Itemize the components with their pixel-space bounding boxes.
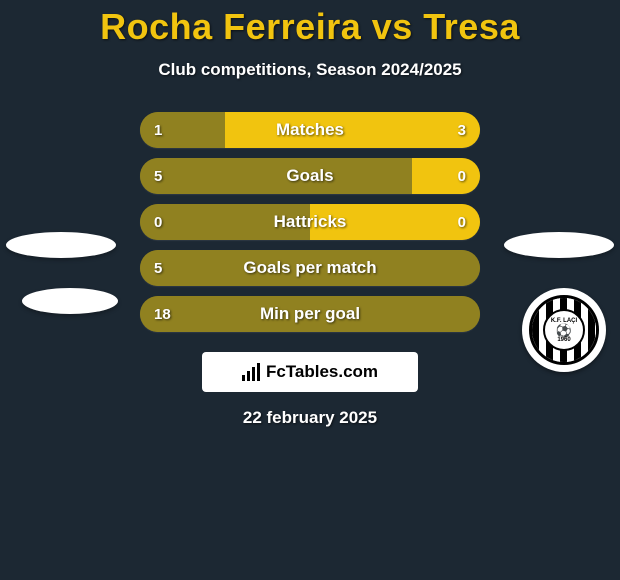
stat-bar: Min per goal18 bbox=[140, 296, 480, 332]
stat-row: Matches13 bbox=[0, 112, 620, 148]
stat-row: Goals per match5 bbox=[0, 250, 620, 286]
bar-left-fill bbox=[140, 250, 480, 286]
page-title: Rocha Ferreira vs Tresa bbox=[0, 6, 620, 48]
bar-left-fill bbox=[140, 296, 480, 332]
crest-text-bottom: 1960 bbox=[557, 337, 570, 343]
stats-block: K.F. LAÇI ⚽ 1960 Matches13Goals50Hattric… bbox=[0, 112, 620, 332]
comparison-infographic: Rocha Ferreira vs Tresa Club competition… bbox=[0, 0, 620, 580]
stat-bar: Goals per match5 bbox=[140, 250, 480, 286]
stat-row: Min per goal18 bbox=[0, 296, 620, 332]
fctables-attribution: FcTables.com bbox=[202, 352, 418, 392]
bar-chart-icon bbox=[242, 363, 260, 381]
bar-right-fill bbox=[310, 204, 480, 240]
bar-left-fill bbox=[140, 112, 225, 148]
page-subtitle: Club competitions, Season 2024/2025 bbox=[0, 60, 620, 80]
stat-bar: Matches13 bbox=[140, 112, 480, 148]
fctables-text: FcTables.com bbox=[266, 362, 378, 382]
bar-right-fill bbox=[225, 112, 480, 148]
stat-bar: Goals50 bbox=[140, 158, 480, 194]
date-label: 22 february 2025 bbox=[0, 408, 620, 428]
stat-row: Hattricks00 bbox=[0, 204, 620, 240]
stat-row: Goals50 bbox=[0, 158, 620, 194]
bar-left-fill bbox=[140, 158, 412, 194]
stat-bar: Hattricks00 bbox=[140, 204, 480, 240]
bar-right-fill bbox=[412, 158, 480, 194]
bar-left-fill bbox=[140, 204, 310, 240]
